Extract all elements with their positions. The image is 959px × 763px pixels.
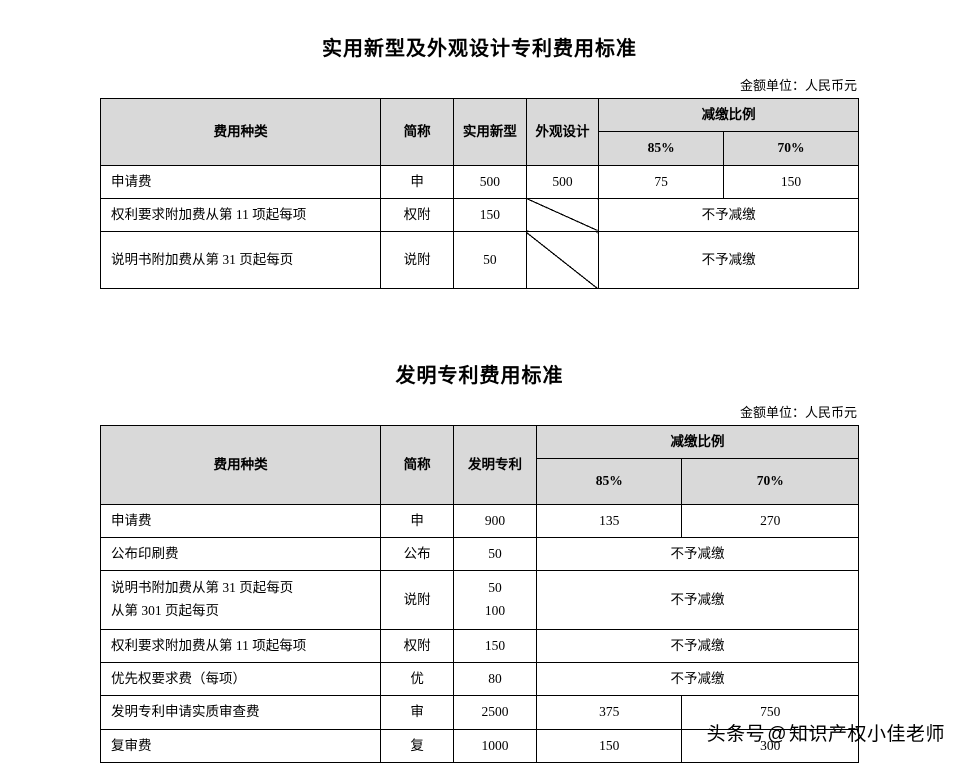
cell-line1: 说明书附加费从第 31 页起每页 [111, 577, 372, 600]
cell-val: 50 100 [454, 571, 537, 630]
table1-title: 实用新型及外观设计专利费用标准 [100, 32, 859, 61]
table-row: 优先权要求费（每项） 优 80 不予减缴 [101, 663, 859, 696]
col-85: 85% [537, 459, 682, 504]
cell-no-reduce: 不予减缴 [537, 571, 859, 630]
cell-abbr: 说附 [381, 571, 454, 630]
fee-table-invention: 费用种类 简称 发明专利 减缴比例 85% 70% 申请费 申 900 135 … [100, 425, 859, 763]
table-header-row: 费用种类 简称 发明专利 减缴比例 [101, 426, 859, 459]
cell-abbr: 公布 [381, 537, 454, 570]
col-reduction: 减缴比例 [537, 426, 859, 459]
cell-design-slash [526, 198, 599, 231]
col-reduction: 减缴比例 [599, 99, 859, 132]
watermark-footer: 头条号@知识产权小佳老师 [707, 719, 945, 746]
cell-val: 80 [454, 663, 537, 696]
cell-abbr: 优 [381, 663, 454, 696]
cell-abbr: 说附 [381, 232, 454, 289]
cell-val: 50 [454, 537, 537, 570]
cell-fee-name: 复审费 [101, 729, 381, 762]
cell-utility: 150 [454, 198, 527, 231]
cell-val: 900 [454, 504, 537, 537]
cell-fee-name: 优先权要求费（每项） [101, 663, 381, 696]
cell-val: 1000 [454, 729, 537, 762]
cell-fee-name: 说明书附加费从第 31 页起每页 从第 301 页起每页 [101, 571, 381, 630]
cell-70: 150 [723, 165, 858, 198]
cell-fee-name: 发明专利申请实质审查费 [101, 696, 381, 729]
at-icon: @ [767, 724, 787, 745]
cell-fee-name: 说明书附加费从第 31 页起每页 [101, 232, 381, 289]
cell-no-reduce: 不予减缴 [599, 232, 859, 289]
table-row: 申请费 申 500 500 75 150 [101, 165, 859, 198]
cell-85: 150 [537, 729, 682, 762]
cell-abbr: 申 [381, 165, 454, 198]
cell-line2: 从第 301 页起每页 [111, 600, 372, 623]
col-85: 85% [599, 132, 724, 165]
cell-fee-name: 权利要求附加费从第 11 项起每项 [101, 198, 381, 231]
cell-design: 500 [526, 165, 599, 198]
table-row: 申请费 申 900 135 270 [101, 504, 859, 537]
cell-85: 75 [599, 165, 724, 198]
col-design: 外观设计 [526, 99, 599, 166]
cell-utility: 50 [454, 232, 527, 289]
table-row: 公布印刷费 公布 50 不予减缴 [101, 537, 859, 570]
cell-abbr: 权附 [381, 629, 454, 662]
cell-fee-name: 公布印刷费 [101, 537, 381, 570]
cell-fee-name: 申请费 [101, 504, 381, 537]
footer-prefix: 头条号 [707, 724, 766, 745]
fee-table-utility-design: 费用种类 简称 实用新型 外观设计 减缴比例 85% 70% 申请费 申 500… [100, 98, 859, 289]
cell-no-reduce: 不予减缴 [599, 198, 859, 231]
cell-85: 135 [537, 504, 682, 537]
col-70: 70% [682, 459, 859, 504]
cell-val: 2500 [454, 696, 537, 729]
cell-no-reduce: 不予减缴 [537, 629, 859, 662]
table2-unit: 金额单位：人民币元 [100, 402, 859, 421]
cell-abbr: 权附 [381, 198, 454, 231]
col-70: 70% [723, 132, 858, 165]
cell-fee-name: 权利要求附加费从第 11 项起每项 [101, 629, 381, 662]
cell-val: 150 [454, 629, 537, 662]
cell-no-reduce: 不予减缴 [537, 537, 859, 570]
table-row: 权利要求附加费从第 11 项起每项 权附 150 不予减缴 [101, 629, 859, 662]
cell-fee-name: 申请费 [101, 165, 381, 198]
table1-unit: 金额单位：人民币元 [100, 75, 859, 94]
cell-val-line1: 50 [462, 577, 528, 600]
table-row: 权利要求附加费从第 11 项起每项 权附 150 不予减缴 [101, 198, 859, 231]
table-row: 说明书附加费从第 31 页起每页 从第 301 页起每页 说附 50 100 不… [101, 571, 859, 630]
cell-utility: 500 [454, 165, 527, 198]
col-abbr: 简称 [381, 426, 454, 505]
col-fee-type: 费用种类 [101, 426, 381, 505]
cell-val-line2: 100 [462, 600, 528, 623]
cell-85: 375 [537, 696, 682, 729]
cell-abbr: 审 [381, 696, 454, 729]
cell-70: 270 [682, 504, 859, 537]
col-utility: 实用新型 [454, 99, 527, 166]
table-row: 说明书附加费从第 31 页起每页 说附 50 不予减缴 [101, 232, 859, 289]
cell-abbr: 申 [381, 504, 454, 537]
cell-no-reduce: 不予减缴 [537, 663, 859, 696]
table-header-row: 费用种类 简称 实用新型 外观设计 减缴比例 [101, 99, 859, 132]
col-invention: 发明专利 [454, 426, 537, 505]
col-abbr: 简称 [381, 99, 454, 166]
table2-title: 发明专利费用标准 [100, 359, 859, 388]
footer-author: 知识产权小佳老师 [789, 724, 945, 745]
cell-abbr: 复 [381, 729, 454, 762]
cell-design-slash [526, 232, 599, 289]
col-fee-type: 费用种类 [101, 99, 381, 166]
document-page: 实用新型及外观设计专利费用标准 金额单位：人民币元 费用种类 简称 实用新型 外… [0, 0, 959, 763]
